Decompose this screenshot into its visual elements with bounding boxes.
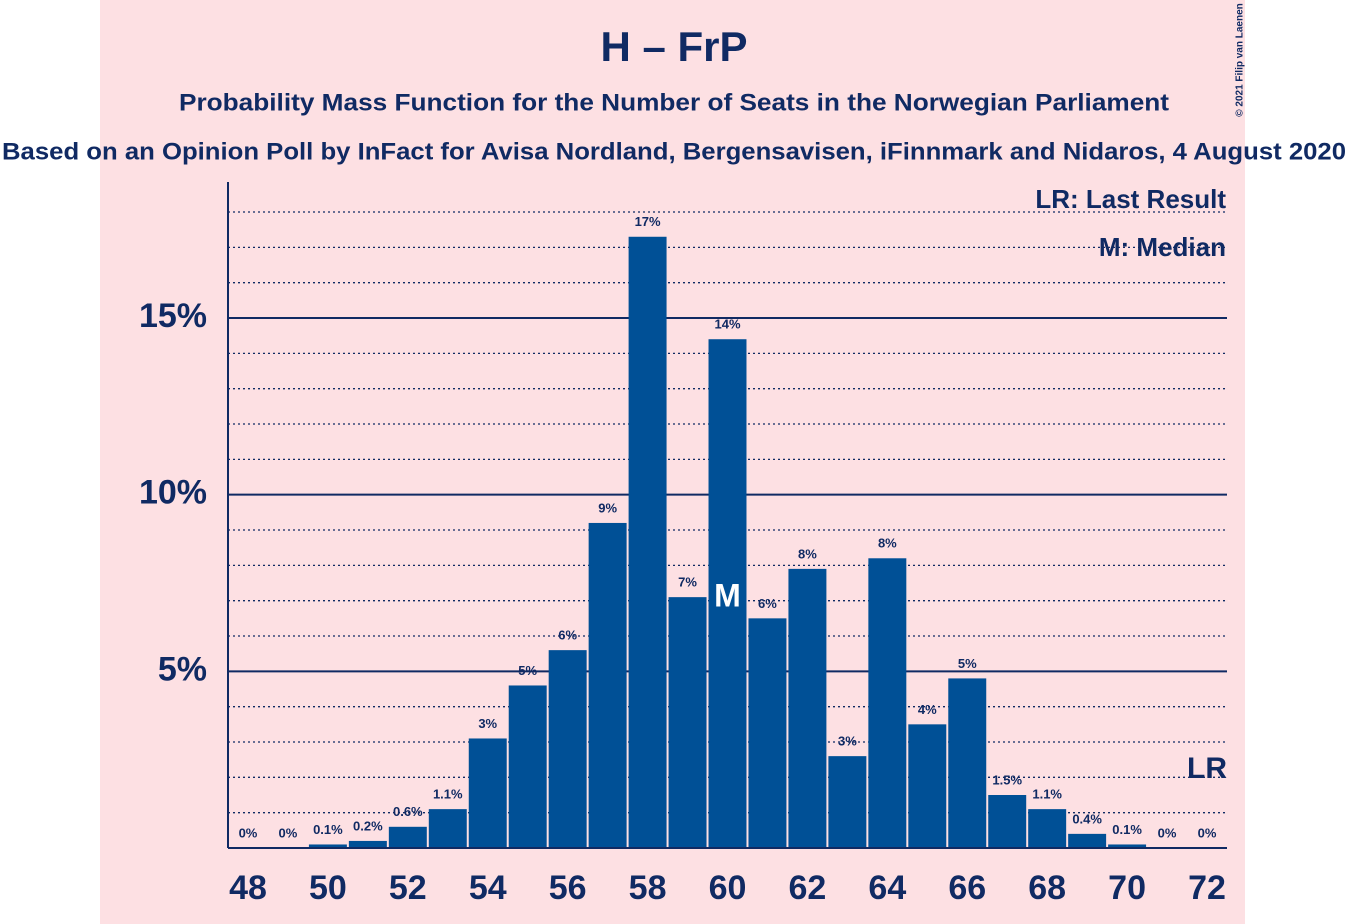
- value-label: 6%: [558, 628, 577, 643]
- value-label: 5%: [958, 656, 977, 671]
- copyright: © 2021 Filip van Laenen: [1235, 3, 1246, 117]
- bar: [1028, 809, 1067, 848]
- x-tick-label: 54: [469, 869, 507, 907]
- x-tick-label: 50: [309, 869, 347, 907]
- bar: [868, 558, 907, 848]
- bar: [548, 650, 587, 848]
- bar: [308, 844, 347, 848]
- x-tick-label: 66: [948, 869, 986, 907]
- median-marker: M: [714, 577, 741, 613]
- value-label: 0%: [1158, 825, 1177, 840]
- value-label: 0%: [279, 825, 298, 840]
- x-tick-label: 48: [229, 869, 267, 907]
- bar: [508, 685, 547, 848]
- value-label: 7%: [678, 575, 697, 590]
- value-label: 0%: [1198, 825, 1217, 840]
- bar: [828, 756, 867, 848]
- bar: [588, 522, 627, 848]
- x-tick-label: 52: [389, 869, 427, 907]
- chart-subtitle: Based on an Opinion Poll by InFact for A…: [2, 138, 1346, 165]
- value-label: 0.1%: [313, 822, 343, 837]
- legend-entry: M: Median: [1099, 232, 1226, 262]
- value-label: 1.5%: [992, 772, 1022, 787]
- value-label: 0.6%: [393, 804, 423, 819]
- bar: [908, 724, 947, 848]
- value-label: 0%: [239, 825, 258, 840]
- value-label: 0.2%: [353, 818, 383, 833]
- value-label: 17%: [635, 214, 661, 229]
- legend-entry: LR: Last Result: [1035, 184, 1226, 214]
- bar: [428, 809, 467, 848]
- x-tick-label: 62: [789, 869, 827, 907]
- value-label: 1.1%: [1032, 787, 1062, 802]
- chart-subtitle: Probability Mass Function for the Number…: [179, 89, 1169, 116]
- bar: [1108, 844, 1147, 848]
- value-label: 8%: [798, 546, 817, 561]
- value-label: 4%: [918, 702, 937, 717]
- value-label: 6%: [758, 596, 777, 611]
- value-label: 0.4%: [1072, 811, 1102, 826]
- x-tick-label: 70: [1108, 869, 1146, 907]
- bar: [628, 236, 667, 849]
- bar: [388, 826, 427, 848]
- x-tick-label: 60: [709, 869, 747, 907]
- x-tick-label: 56: [549, 869, 587, 907]
- bar: [668, 597, 707, 848]
- bar: [348, 840, 387, 848]
- chart-title: H – FrP: [600, 23, 747, 70]
- bar: [948, 678, 987, 848]
- value-label: 0.1%: [1112, 822, 1142, 837]
- value-label: 8%: [878, 536, 897, 551]
- value-label: 3%: [478, 716, 497, 731]
- x-tick-label: 68: [1028, 869, 1066, 907]
- x-tick-label: 64: [868, 869, 906, 907]
- bar: [788, 568, 827, 848]
- value-label: 5%: [518, 663, 537, 678]
- bar: [1068, 833, 1107, 848]
- last-result-marker: LR: [1187, 752, 1227, 785]
- x-tick-label: 72: [1188, 869, 1226, 907]
- value-label: 1.1%: [433, 787, 463, 802]
- bar: [988, 795, 1027, 848]
- value-label: 9%: [598, 500, 617, 515]
- x-tick-label: 58: [629, 869, 667, 907]
- bar: [708, 339, 747, 848]
- value-label: 3%: [838, 734, 857, 749]
- bar: [748, 618, 787, 848]
- y-tick-label: 5%: [158, 650, 207, 688]
- value-label: 14%: [714, 317, 740, 332]
- bar: [468, 738, 507, 848]
- y-tick-label: 15%: [139, 297, 207, 335]
- y-tick-label: 10%: [139, 474, 207, 512]
